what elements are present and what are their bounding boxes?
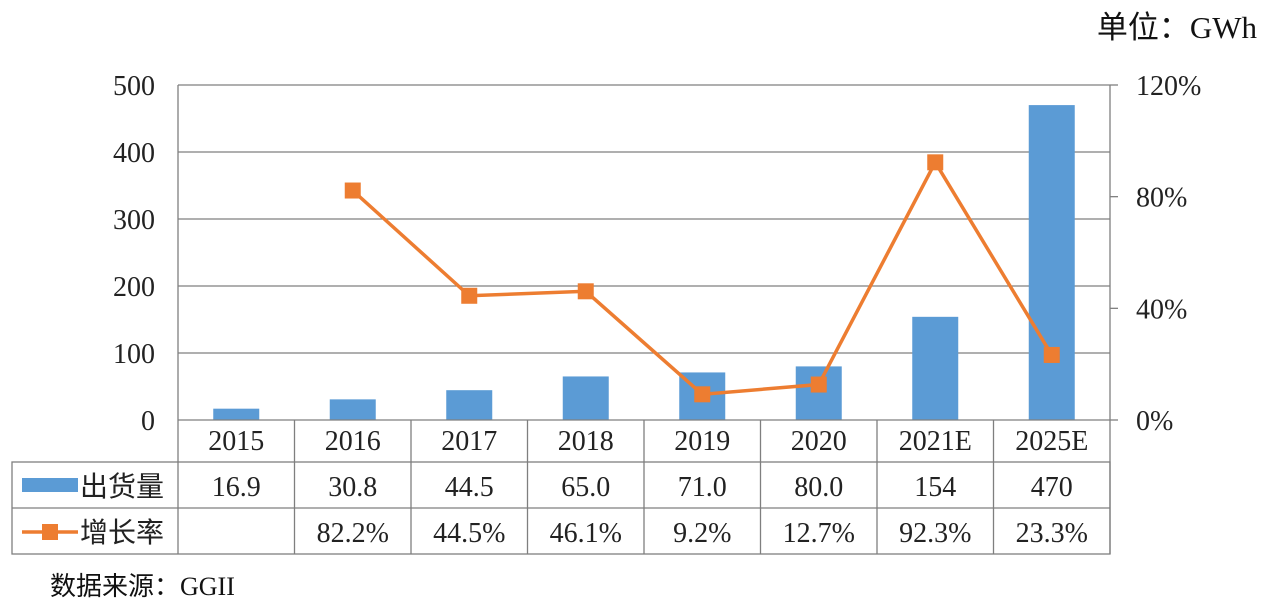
data-label: 12.7%: [783, 518, 855, 549]
x-tick-label: 2015: [208, 426, 264, 457]
bar: [912, 316, 959, 420]
bar: [562, 376, 609, 420]
data-label: 470: [1031, 472, 1073, 503]
line-marker: [1043, 346, 1060, 363]
x-tick-label: 2016: [325, 426, 381, 457]
y-right-tick-label: 80%: [1136, 183, 1187, 214]
data-label: 82.2%: [317, 518, 389, 549]
data-label: 16.9: [212, 472, 261, 503]
data-label: 44.5: [445, 472, 494, 503]
y-left-tick-label: 300: [113, 205, 155, 236]
y-left-tick-label: 0: [141, 406, 155, 437]
data-label: 30.8: [328, 472, 377, 503]
bar: [446, 390, 493, 420]
data-label: 154: [914, 472, 956, 503]
line-marker: [927, 154, 944, 171]
x-tick-label: 2021E: [899, 426, 972, 457]
y-left-tick-label: 500: [113, 71, 155, 102]
data-label: 71.0: [678, 472, 727, 503]
data-label: 80.0: [794, 472, 843, 503]
bar: [795, 366, 842, 420]
data-label: 9.2%: [673, 518, 731, 549]
y-left-tick-label: 200: [113, 272, 155, 303]
data-label: 65.0: [561, 472, 610, 503]
legend-label: 增长率: [80, 517, 164, 549]
data-label: 44.5%: [433, 518, 505, 549]
line-marker: [577, 283, 594, 300]
y-right-tick-label: 120%: [1136, 71, 1201, 102]
y-right-tick-label: 40%: [1136, 294, 1187, 325]
data-label: 23.3%: [1016, 518, 1088, 549]
legend-key-bar: [22, 478, 78, 492]
x-tick-label: 2017: [441, 426, 497, 457]
bar: [1028, 105, 1075, 420]
x-tick-label: 2020: [791, 426, 847, 457]
legend-label: 出货量: [80, 471, 164, 503]
line-marker: [694, 386, 711, 403]
line-marker: [344, 182, 361, 199]
line-marker: [810, 376, 827, 393]
bar: [329, 399, 376, 420]
y-left-tick-label: 400: [113, 138, 155, 169]
x-tick-label: 2018: [558, 426, 614, 457]
unit-label: 单位：GWh: [1096, 10, 1257, 45]
bar: [213, 408, 260, 420]
legend-key-marker: [42, 524, 58, 540]
x-tick-label: 2019: [674, 426, 730, 457]
data-label: 46.1%: [550, 518, 622, 549]
data-label: 92.3%: [899, 518, 971, 549]
y-right-tick-label: 0%: [1136, 406, 1173, 437]
source-label: 数据来源：GGII: [50, 572, 235, 601]
line-marker: [461, 287, 478, 304]
x-tick-label: 2025E: [1015, 426, 1088, 457]
y-left-tick-label: 100: [113, 339, 155, 370]
